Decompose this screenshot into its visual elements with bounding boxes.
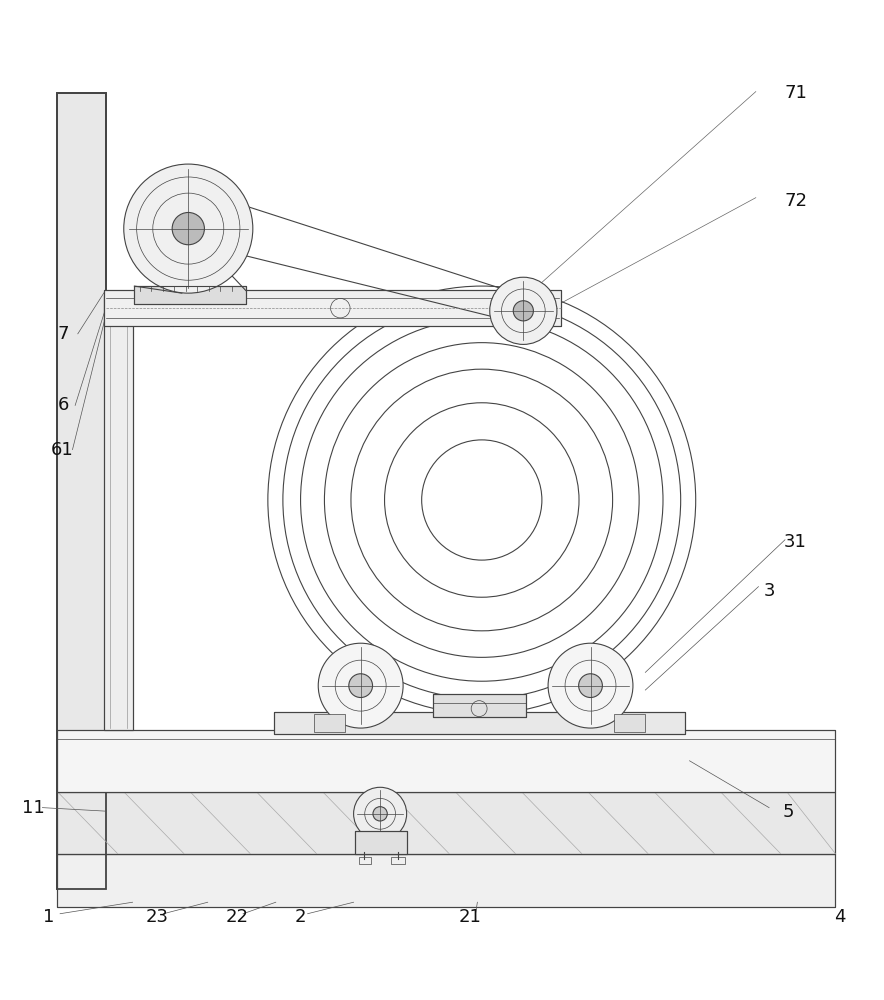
Bar bbox=[359, 857, 371, 864]
Text: 23: 23 bbox=[146, 908, 169, 926]
Bar bbox=[134, 286, 246, 304]
Bar bbox=[57, 854, 835, 907]
Text: 61: 61 bbox=[50, 441, 73, 459]
Bar bbox=[433, 694, 526, 717]
Text: 1: 1 bbox=[43, 908, 54, 926]
Bar bbox=[57, 730, 835, 792]
Bar bbox=[57, 93, 106, 889]
Text: 5: 5 bbox=[782, 803, 795, 821]
Bar bbox=[104, 290, 561, 326]
Bar bbox=[274, 712, 685, 734]
Circle shape bbox=[354, 787, 407, 840]
Bar bbox=[57, 93, 106, 889]
Bar bbox=[134, 286, 246, 304]
Bar bbox=[57, 730, 835, 792]
Text: 21: 21 bbox=[459, 908, 482, 926]
Text: 3: 3 bbox=[763, 582, 775, 600]
Text: 72: 72 bbox=[784, 192, 807, 210]
Bar bbox=[104, 290, 561, 326]
Bar bbox=[57, 792, 835, 854]
Bar bbox=[57, 854, 835, 907]
Circle shape bbox=[514, 301, 533, 321]
Text: 71: 71 bbox=[784, 84, 807, 102]
Text: 22: 22 bbox=[225, 908, 248, 926]
Text: 6: 6 bbox=[58, 396, 69, 414]
Circle shape bbox=[124, 164, 253, 293]
Text: 4: 4 bbox=[834, 908, 846, 926]
Bar bbox=[104, 295, 133, 730]
Text: 31: 31 bbox=[784, 533, 807, 551]
Bar bbox=[614, 714, 645, 732]
Circle shape bbox=[172, 212, 204, 245]
Bar bbox=[274, 712, 685, 734]
Bar bbox=[391, 857, 405, 864]
Circle shape bbox=[349, 674, 372, 698]
Bar bbox=[355, 831, 407, 854]
Bar bbox=[57, 792, 835, 854]
Circle shape bbox=[579, 674, 602, 698]
Text: 11: 11 bbox=[22, 799, 45, 817]
Bar bbox=[314, 714, 345, 732]
Bar bbox=[433, 694, 526, 717]
Circle shape bbox=[490, 277, 557, 344]
Bar bbox=[104, 295, 133, 730]
Circle shape bbox=[373, 807, 387, 821]
Text: 2: 2 bbox=[294, 908, 307, 926]
Bar bbox=[355, 831, 407, 854]
Circle shape bbox=[548, 643, 633, 728]
Text: 7: 7 bbox=[57, 325, 70, 343]
Circle shape bbox=[318, 643, 403, 728]
